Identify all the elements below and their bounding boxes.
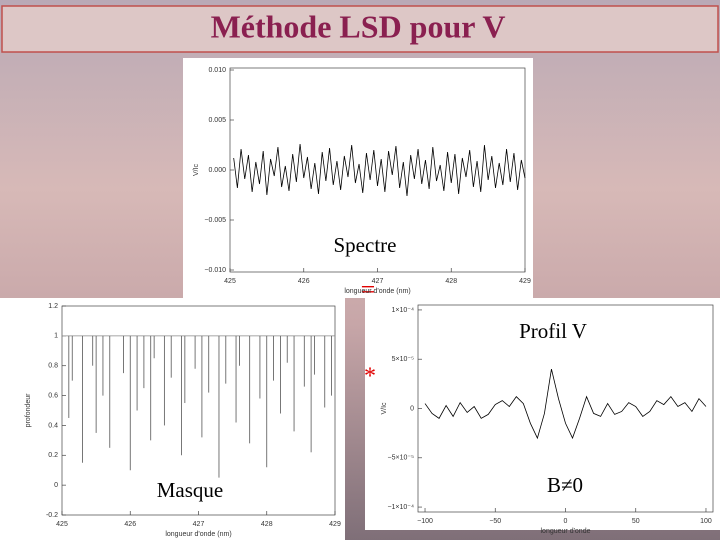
x-tick-label: 429 xyxy=(329,521,341,528)
y-tick-label: 0.005 xyxy=(208,117,226,124)
x-tick-label: 429 xyxy=(519,278,531,285)
y-axis-label: profondeur xyxy=(25,393,32,428)
title-box xyxy=(1,5,719,53)
y-tick-label: 1.2 xyxy=(48,303,58,310)
slide-title: Méthode LSD pour V xyxy=(211,8,506,44)
operator: * xyxy=(364,364,376,390)
y-tick-label: 0.010 xyxy=(208,67,226,74)
y-tick-label: 0.6 xyxy=(48,392,58,399)
y-tick-label: −0.010 xyxy=(204,267,226,274)
x-tick-label: 426 xyxy=(298,278,310,285)
x-axis-label: longueur d'onde (nm) xyxy=(344,288,410,295)
panel xyxy=(0,298,345,540)
data-line xyxy=(233,143,526,197)
y-axis-label: V/Ic xyxy=(381,402,388,415)
x-tick-label: 425 xyxy=(224,278,236,285)
x-tick-label: 425 xyxy=(56,521,68,528)
annotation: Spectre xyxy=(334,233,397,257)
x-tick-label: 100 xyxy=(700,518,712,525)
y-tick-label: 1 xyxy=(54,333,58,340)
x-tick-label: 428 xyxy=(261,521,273,528)
y-tick-label: −1×10⁻⁴ xyxy=(387,504,414,511)
y-axis-label: V/Ic xyxy=(193,163,200,176)
y-tick-label: 0 xyxy=(410,405,414,412)
panel xyxy=(365,298,720,530)
x-tick-label: 426 xyxy=(124,521,136,528)
annotation: B≠0 xyxy=(547,473,583,497)
panel xyxy=(183,58,533,298)
y-tick-label: 0.2 xyxy=(48,452,58,459)
y-tick-label: −0.005 xyxy=(204,217,226,224)
y-tick-label: −5×10⁻⁵ xyxy=(388,455,415,462)
x-tick-label: 427 xyxy=(193,521,205,528)
y-tick-label: 5×10⁻⁵ xyxy=(392,356,414,363)
data-line xyxy=(424,368,707,440)
x-axis-label: longueur d'onde xyxy=(541,528,591,535)
annotation: Masque xyxy=(157,478,224,502)
x-tick-label: 0 xyxy=(564,518,568,525)
x-tick-label: 427 xyxy=(372,278,384,285)
x-axis-label: longueur d'onde (nm) xyxy=(165,531,231,538)
y-tick-label: 0.4 xyxy=(48,422,58,429)
operator: = xyxy=(361,275,376,304)
y-tick-label: 0.8 xyxy=(48,363,58,370)
annotation: Profil V xyxy=(519,319,587,343)
y-tick-label: 0.000 xyxy=(208,167,226,174)
x-tick-label: 428 xyxy=(445,278,457,285)
x-tick-label: 50 xyxy=(632,518,640,525)
y-tick-label: 0 xyxy=(54,482,58,489)
x-tick-label: −100 xyxy=(417,518,433,525)
x-tick-label: −50 xyxy=(489,518,501,525)
y-tick-label: -0.2 xyxy=(46,512,58,519)
y-tick-label: 1×10⁻⁴ xyxy=(392,307,414,314)
